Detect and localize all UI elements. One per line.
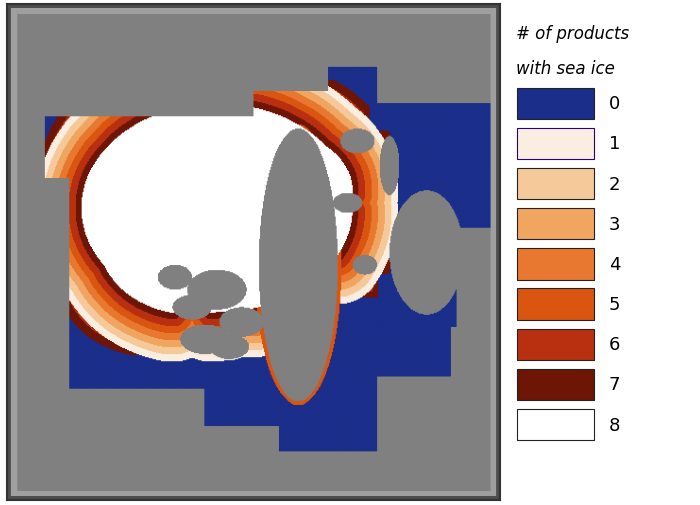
Text: with sea ice: with sea ice	[516, 60, 615, 77]
Bar	[517, 88, 594, 120]
Bar	[517, 289, 594, 320]
Bar	[517, 369, 594, 400]
Text: 0: 0	[609, 95, 620, 113]
Bar	[517, 409, 594, 440]
Bar	[517, 169, 594, 200]
Text: 6: 6	[609, 335, 620, 353]
Text: 8: 8	[609, 416, 620, 434]
Text: 5: 5	[609, 295, 620, 314]
Bar	[517, 129, 594, 160]
Text: 3: 3	[609, 215, 620, 233]
Text: 2: 2	[609, 175, 620, 193]
Bar	[517, 249, 594, 280]
Text: 7: 7	[609, 376, 620, 393]
Text: 1: 1	[609, 135, 620, 153]
Text: 4: 4	[609, 256, 620, 273]
Bar	[517, 329, 594, 360]
Bar	[517, 209, 594, 240]
Text: # of products: # of products	[516, 25, 629, 43]
